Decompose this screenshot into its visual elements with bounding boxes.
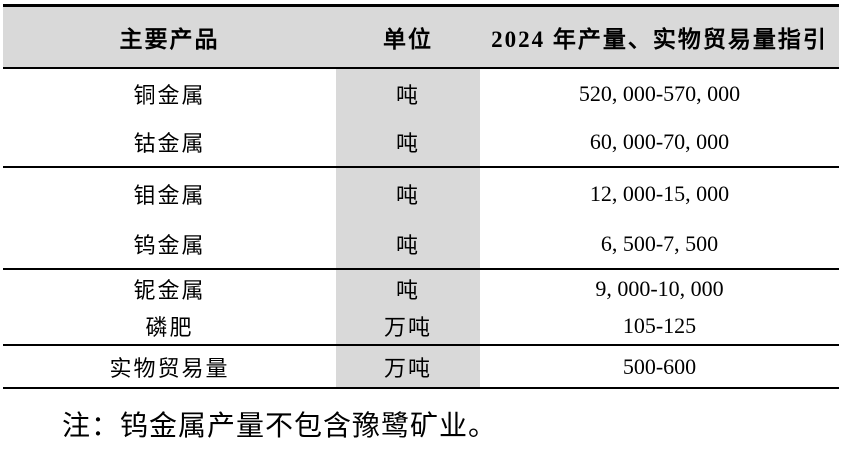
- table-header-row: 主要产品 单位 2024 年产量、实物贸易量指引: [3, 7, 839, 69]
- guidance-cell: 520, 000-570, 000: [578, 80, 741, 106]
- table-footnote: 注：钨金属产量不包含豫鹭矿业。: [62, 411, 498, 442]
- column-header-product: 主要产品: [119, 27, 220, 52]
- product-cell: 铜金属: [133, 82, 206, 108]
- unit-cell: 吨: [336, 168, 480, 219]
- column-header-guidance: 2024 年产量、实物贸易量指引: [491, 27, 828, 52]
- guidance-cell: 12, 000-15, 000: [589, 180, 730, 206]
- unit-cell: 吨: [336, 69, 480, 118]
- product-cell: 实物贸易量: [109, 355, 230, 381]
- unit-cell: 万吨: [336, 308, 480, 344]
- product-cell: 钴金属: [133, 131, 206, 156]
- table-row-molybdenum: 钼金属 吨 12, 000-15, 000: [3, 168, 839, 219]
- guidance-cell: 9, 000-10, 000: [595, 276, 724, 301]
- table-row-copper: 铜金属 吨 520, 000-570, 000: [3, 69, 839, 118]
- product-cell: 钼金属: [133, 182, 206, 208]
- guidance-cell: 500-600: [622, 353, 697, 379]
- guidance-cell: 6, 500-7, 500: [600, 230, 719, 256]
- table-row-niobium: 铌金属 吨 9, 000-10, 000: [3, 270, 839, 308]
- table-row-trade-volume: 实物贸易量 万吨 500-600: [3, 346, 839, 387]
- product-cell: 钨金属: [133, 232, 206, 258]
- product-cell: 磷肥: [145, 315, 194, 340]
- table-row-phosphate: 磷肥 万吨 105-125: [3, 308, 839, 346]
- guidance-cell: 105-125: [622, 313, 697, 338]
- unit-cell: 吨: [336, 118, 480, 166]
- unit-cell: 万吨: [336, 346, 480, 387]
- unit-cell: 吨: [336, 219, 480, 268]
- production-guidance-table: 主要产品 单位 2024 年产量、实物贸易量指引 铜金属 吨 520, 000-…: [3, 4, 839, 389]
- guidance-cell: 60, 000-70, 000: [589, 129, 730, 154]
- column-header-unit: 单位: [383, 27, 433, 52]
- product-cell: 铌金属: [133, 278, 206, 303]
- table-row-cobalt: 钴金属 吨 60, 000-70, 000: [3, 118, 839, 168]
- unit-cell: 吨: [336, 270, 480, 308]
- table-row-tungsten: 钨金属 吨 6, 500-7, 500: [3, 219, 839, 270]
